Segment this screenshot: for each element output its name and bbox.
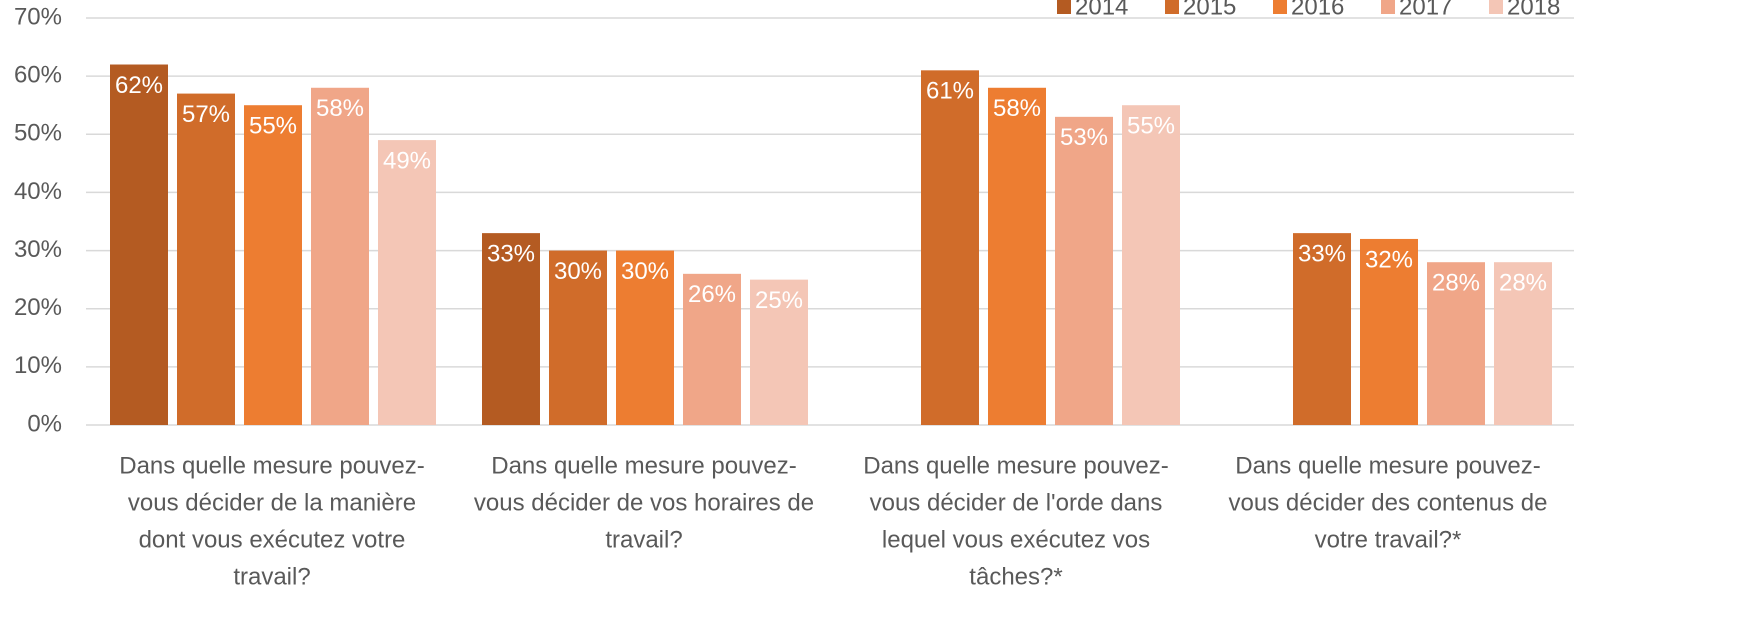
bar — [177, 93, 235, 425]
y-tick-label: 10% — [14, 352, 62, 379]
y-tick-label: 20% — [14, 294, 62, 321]
bar — [616, 250, 674, 425]
y-tick-label: 50% — [14, 120, 62, 147]
legend-label: 2018 — [1507, 0, 1560, 20]
data-label: 55% — [249, 113, 297, 140]
bar — [750, 279, 808, 425]
y-tick-label: 0% — [27, 410, 62, 437]
y-tick-label: 60% — [14, 61, 62, 88]
bar — [110, 64, 168, 425]
x-tick-label: vous décider de vos horaires de — [474, 489, 814, 516]
bar — [549, 250, 607, 425]
x-tick-label: travail? — [233, 563, 310, 590]
data-label: 62% — [115, 72, 163, 99]
bar — [378, 140, 436, 425]
x-tick-label: dont vous exécutez votre — [139, 526, 406, 553]
legend-label: 2017 — [1399, 0, 1452, 20]
bar — [988, 87, 1046, 426]
bar — [244, 105, 302, 425]
data-label: 57% — [182, 101, 230, 128]
data-label: 53% — [1060, 124, 1108, 151]
bar — [1293, 233, 1351, 425]
x-tick-label: Dans quelle mesure pouvez- — [119, 452, 425, 479]
data-label: 30% — [621, 258, 669, 285]
data-label: 28% — [1499, 270, 1547, 297]
legend-label: 2014 — [1075, 0, 1128, 20]
x-tick-label: Dans quelle mesure pouvez- — [1235, 452, 1541, 479]
x-tick-label: Dans quelle mesure pouvez- — [863, 452, 1169, 479]
y-tick-label: 70% — [14, 3, 62, 30]
bar — [1122, 105, 1180, 425]
legend-swatch — [1057, 0, 1071, 14]
y-tick-label: 40% — [14, 178, 62, 205]
data-label: 49% — [383, 147, 431, 174]
x-tick-label: Dans quelle mesure pouvez- — [491, 452, 797, 479]
bar — [1360, 238, 1418, 425]
bar — [482, 233, 540, 425]
legend-label: 2016 — [1291, 0, 1344, 20]
legend-swatch — [1381, 0, 1395, 14]
data-label: 61% — [926, 78, 974, 105]
x-tick-label: vous décider de la manière — [128, 489, 416, 516]
data-label: 33% — [1298, 240, 1346, 267]
x-tick-label: vous décider des contenus de — [1229, 489, 1548, 516]
x-tick-label: lequel vous exécutez vos — [882, 526, 1150, 553]
data-label: 58% — [993, 95, 1041, 122]
x-tick-label: votre travail?* — [1315, 526, 1462, 553]
x-tick-label: travail? — [605, 526, 682, 553]
bar — [1427, 262, 1485, 425]
bar — [1494, 262, 1552, 425]
x-tick-label: tâches?* — [969, 563, 1062, 590]
bar — [1055, 116, 1113, 425]
data-label: 55% — [1127, 113, 1175, 140]
data-label: 26% — [688, 281, 736, 308]
bar — [921, 70, 979, 425]
y-tick-label: 30% — [14, 236, 62, 263]
bar — [683, 273, 741, 425]
bar — [311, 87, 369, 426]
data-label: 58% — [316, 95, 364, 122]
legend-swatch — [1489, 0, 1503, 14]
data-label: 32% — [1365, 246, 1413, 273]
data-label: 30% — [554, 258, 602, 285]
legend-swatch — [1273, 0, 1287, 14]
data-label: 25% — [755, 287, 803, 314]
data-label: 33% — [487, 240, 535, 267]
legend-swatch — [1165, 0, 1179, 14]
data-label: 28% — [1432, 270, 1480, 297]
legend-label: 2015 — [1183, 0, 1236, 20]
x-tick-label: vous décider de l'orde dans — [870, 489, 1163, 516]
